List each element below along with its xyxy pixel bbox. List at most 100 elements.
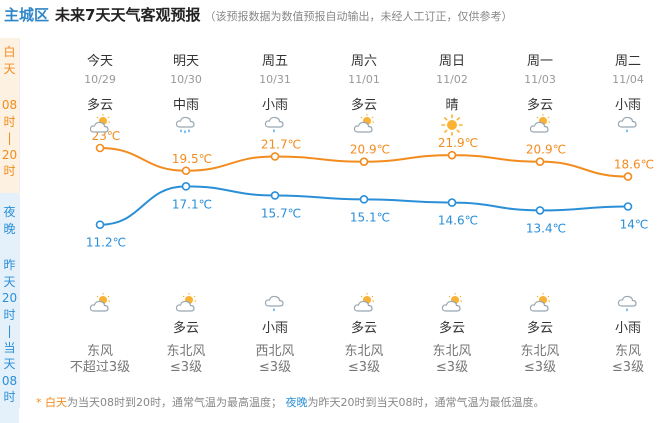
low-temp-point xyxy=(270,191,280,200)
wind-level: ≤3级 xyxy=(347,360,381,375)
low-temp-label: 15.7℃ xyxy=(261,206,301,220)
wind-level: ≤3级 xyxy=(435,360,469,375)
light-rain-icon xyxy=(616,292,640,316)
forecast-day-column: 周五 10/31 小雨 小雨 西北风 ≤3级 xyxy=(235,0,315,380)
day-condition: 多云 xyxy=(86,98,113,113)
light-rain-icon xyxy=(263,113,287,137)
night-condition: 小雨 xyxy=(261,321,288,336)
high-temp-point xyxy=(359,157,369,166)
footnote-day-key: 白天 xyxy=(45,396,67,409)
partly-cloudy-icon xyxy=(88,113,112,137)
day-condition: 晴 xyxy=(445,98,459,113)
partly-cloudy-icon xyxy=(528,113,552,137)
day-name: 周五 xyxy=(261,54,288,69)
low-temp-point xyxy=(359,195,369,204)
header: 主城区 未来7天天气客观预报 （该预报数据为数值预报自动输出，未经人工订正，仅供参考… xyxy=(4,4,512,24)
wind-level: ≤3级 xyxy=(258,360,292,375)
day-range-char: 时 xyxy=(3,114,16,129)
low-temp-point xyxy=(447,198,457,207)
night-range-char: 20 xyxy=(1,291,18,305)
high-temp-label: 21.7℃ xyxy=(261,137,301,151)
sunny-icon xyxy=(440,113,464,137)
night-condition: 多云 xyxy=(526,321,553,336)
forecast-day-column: 周六 11/01 多云 多云 东北风 ≤3级 xyxy=(324,0,404,380)
low-temp-label: 13.4℃ xyxy=(526,221,566,235)
high-temp-label: 21.9℃ xyxy=(438,136,478,150)
day-band xyxy=(0,38,19,193)
day-date: 11/01 xyxy=(348,73,380,86)
disclaimer-note: （该预报数据为数值预报自动输出，未经人工订正，仅供参考） xyxy=(204,10,513,23)
low-temp-label: 14.6℃ xyxy=(438,214,478,228)
wind-direction: 东北风 xyxy=(344,344,384,359)
night-range-char: 天 xyxy=(3,357,16,371)
forecast-day-column: 周一 11/03 多云 多云 东北风 ≤3级 xyxy=(500,0,580,380)
night-band xyxy=(0,193,19,423)
partly-cloudy-icon xyxy=(352,113,376,137)
night-range-char: 时 xyxy=(3,307,16,322)
day-range-char: 时 xyxy=(3,164,16,178)
night-range-char: | xyxy=(7,324,12,338)
day-date: 10/31 xyxy=(259,73,291,86)
footnote-day-text: 为当天08时到20时，通常气温为最高温度； xyxy=(67,396,282,409)
day-name: 周六 xyxy=(350,54,377,69)
day-side-char: 天 xyxy=(3,61,16,76)
high-temp-point xyxy=(447,150,457,160)
high-temp-point xyxy=(270,152,280,161)
day-name: 周日 xyxy=(438,54,465,69)
high-temp-point xyxy=(535,157,545,166)
day-condition: 小雨 xyxy=(614,98,641,113)
partly-cloudy-night-icon xyxy=(174,292,198,316)
night-side-label: 夜 晚 昨 天 20 时 | 当 天 08 时 xyxy=(0,204,19,406)
day-name: 周二 xyxy=(614,54,641,69)
low-temp-point xyxy=(623,202,633,211)
night-side-char: 晚 xyxy=(3,221,16,236)
low-temp-label: 11.2℃ xyxy=(86,236,126,250)
day-date: 10/29 xyxy=(84,73,116,86)
wind-level: 不超过3级 xyxy=(69,360,131,375)
footnote-night-text: 为昨天20时到当天08时，通常气温为最低温度。 xyxy=(307,396,545,409)
high-temp-label: 20.9℃ xyxy=(350,143,390,157)
forecast-day-column: 今天 10/29 多云东风 不超过3级 xyxy=(60,0,140,380)
partly-cloudy-night-icon xyxy=(88,292,112,316)
footnote-star: * xyxy=(36,396,42,409)
day-date: 11/04 xyxy=(612,73,644,86)
day-condition: 小雨 xyxy=(261,98,288,113)
high-temp-point xyxy=(95,143,105,153)
low-temp-point xyxy=(95,220,105,229)
day-name: 今天 xyxy=(86,54,113,69)
night-condition: 多云 xyxy=(172,321,199,336)
night-range-char: 当 xyxy=(3,340,16,355)
night-range-char: 08 xyxy=(1,373,18,388)
day-name: 周一 xyxy=(526,54,553,69)
wind-level: ≤3级 xyxy=(611,360,645,375)
region-name[interactable]: 主城区 xyxy=(4,6,50,24)
wind-direction: 东北风 xyxy=(432,344,472,359)
wind-direction: 东风 xyxy=(614,344,641,359)
wind-direction: 西北风 xyxy=(255,344,295,359)
night-side-char: 夜 xyxy=(3,205,16,219)
wind-level: ≤3级 xyxy=(169,360,203,375)
temperature-chart: 23℃19.5℃21.7℃ 20.9℃ 21.9℃ 20.9℃18.6℃11.2℃17… xyxy=(86,129,654,250)
high-temp-label: 20.9℃ xyxy=(526,143,566,157)
side-divider xyxy=(19,38,20,408)
night-condition: 多云 xyxy=(438,321,465,336)
day-side-char: 白 xyxy=(3,45,16,59)
day-condition: 多云 xyxy=(350,98,377,113)
light-rain-icon xyxy=(616,113,640,137)
footnote: * 白天为当天08时到20时，通常气温为最高温度； 夜晚为昨天20时到当天08时… xyxy=(36,394,545,410)
wind-direction: 东风 xyxy=(86,344,113,359)
day-date: 11/02 xyxy=(436,73,468,86)
light-rain-icon xyxy=(263,292,287,316)
high-temp-label: 19.5℃ xyxy=(172,152,212,166)
wind-level: ≤3级 xyxy=(523,360,557,375)
day-date: 10/30 xyxy=(170,73,202,86)
wind-direction: 东北风 xyxy=(166,344,206,359)
low-temp-point xyxy=(535,206,545,215)
day-date: 11/03 xyxy=(524,73,556,86)
night-condition: 多云 xyxy=(350,321,377,336)
high-temp-point xyxy=(623,172,633,181)
night-range-char: 天 xyxy=(3,274,16,289)
low-temp-label: 17.1℃ xyxy=(172,197,212,211)
partly-cloudy-night-icon xyxy=(528,292,552,316)
partly-cloudy-night-icon xyxy=(352,292,376,316)
